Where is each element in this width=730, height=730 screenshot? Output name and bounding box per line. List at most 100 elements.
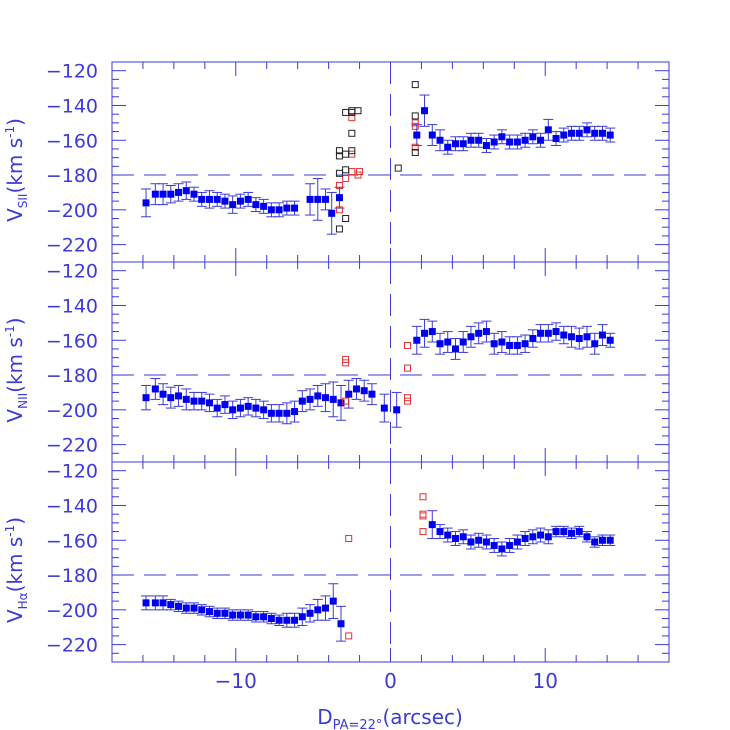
data-point-filled xyxy=(428,328,436,336)
data-point-filled xyxy=(252,613,260,621)
data-point-filled xyxy=(213,609,221,617)
data-point-filled xyxy=(236,404,244,412)
data-point-filled xyxy=(167,190,175,198)
data-point-filled xyxy=(421,329,429,337)
data-point-filled xyxy=(498,545,506,553)
data-point-open-black xyxy=(342,108,350,116)
data-point-filled xyxy=(444,338,452,346)
data-point-open-red xyxy=(411,122,419,130)
data-point-filled xyxy=(513,138,521,146)
data-point-filled xyxy=(252,404,260,412)
data-point-filled xyxy=(529,533,537,541)
y-tick-label: −120 xyxy=(46,261,98,283)
data-point-filled xyxy=(482,328,490,336)
y-tick-label: −160 xyxy=(46,130,98,152)
data-point-filled xyxy=(544,329,552,337)
y-axis-label-sup: -1 xyxy=(3,126,17,138)
data-point-open-red xyxy=(348,114,356,122)
data-point-filled xyxy=(283,616,291,624)
data-point-open-black xyxy=(348,107,356,115)
y-axis-label: VNII(km s-1) xyxy=(3,317,30,422)
data-point-filled xyxy=(337,620,345,628)
data-point-filled xyxy=(221,401,229,409)
data-point-open-red xyxy=(419,493,427,501)
data-point-filled xyxy=(244,611,252,619)
data-point-filled xyxy=(598,536,606,544)
data-point-open-black xyxy=(348,129,356,137)
data-point-filled xyxy=(498,133,506,141)
data-point-filled xyxy=(506,138,514,146)
data-point-filled xyxy=(142,199,150,207)
y-axis-label-sup: -1 xyxy=(3,325,17,337)
data-point-filled xyxy=(182,187,190,195)
data-point-filled xyxy=(467,136,475,144)
data-point-filled xyxy=(142,394,150,402)
data-point-filled xyxy=(283,409,291,417)
data-point-filled xyxy=(205,399,213,407)
data-point-filled xyxy=(591,340,599,348)
data-point-filled xyxy=(583,333,591,341)
data-point-filled xyxy=(306,609,314,617)
data-point-open-red xyxy=(342,397,350,405)
data-point-filled xyxy=(591,129,599,137)
data-point-filled xyxy=(205,195,213,203)
y-tick-label: −180 xyxy=(46,365,98,387)
data-point-filled xyxy=(314,195,322,203)
data-point-filled xyxy=(352,385,360,393)
y-axis-label-sup: -1 xyxy=(3,525,17,537)
data-point-filled xyxy=(568,529,576,537)
data-point-filled xyxy=(229,406,237,414)
data-point-filled xyxy=(322,195,330,203)
data-point-filled xyxy=(529,335,537,343)
data-point-filled xyxy=(436,528,444,536)
y-tick-label: −200 xyxy=(46,400,98,422)
data-point-filled xyxy=(314,606,322,614)
data-point-filled xyxy=(275,616,283,624)
data-point-filled xyxy=(213,195,221,203)
data-point-filled xyxy=(521,340,529,348)
data-point-filled xyxy=(459,338,467,346)
data-point-open-red xyxy=(335,181,343,189)
data-point-filled xyxy=(142,599,150,607)
data-point-open-black xyxy=(342,215,350,223)
y-axis-label-tail: (km s xyxy=(3,138,27,194)
data-point-filled xyxy=(544,533,552,541)
data-point-filled xyxy=(537,136,545,144)
y-tick-label: −200 xyxy=(46,200,98,222)
y-axis-label-tail: (km s xyxy=(3,337,27,393)
data-point-filled xyxy=(436,340,444,348)
data-point-filled xyxy=(421,107,429,115)
data-point-filled xyxy=(368,390,376,398)
data-point-filled xyxy=(291,204,299,212)
data-point-filled xyxy=(198,397,206,405)
data-point-filled xyxy=(393,406,401,414)
data-point-filled xyxy=(475,136,483,144)
data-point-filled xyxy=(198,195,206,203)
data-point-open-black xyxy=(411,81,419,89)
y-tick-label: −180 xyxy=(46,165,98,187)
y-axis-label-main: V xyxy=(3,409,27,423)
data-point-open-red xyxy=(345,535,353,543)
x-tick-label: −10 xyxy=(215,669,257,693)
data-point-filled xyxy=(428,521,436,529)
data-point-filled xyxy=(275,409,283,417)
panel-middle: −120 −140 −160 −180 −200 −220 VNII(km s-1) xyxy=(3,261,670,463)
data-point-filled xyxy=(498,338,506,346)
data-point-open-black xyxy=(342,150,350,158)
data-point-filled xyxy=(529,133,537,141)
y-tick-label: −140 xyxy=(46,295,98,317)
data-point-filled xyxy=(490,138,498,146)
data-point-filled xyxy=(244,402,252,410)
data-point-filled xyxy=(459,140,467,148)
y-axis-label-close: ) xyxy=(3,118,27,126)
data-point-filled xyxy=(151,385,159,393)
y-axis-label-close: ) xyxy=(3,517,27,525)
y-tick-label: −140 xyxy=(46,495,98,517)
data-point-filled xyxy=(159,390,167,398)
data-point-filled xyxy=(190,604,198,612)
panel-top: −120 −140 −160 −180 −200 −220 VSII(km s-1) xyxy=(3,61,670,263)
y-tick-label: −160 xyxy=(46,530,98,552)
data-point-filled xyxy=(213,404,221,412)
